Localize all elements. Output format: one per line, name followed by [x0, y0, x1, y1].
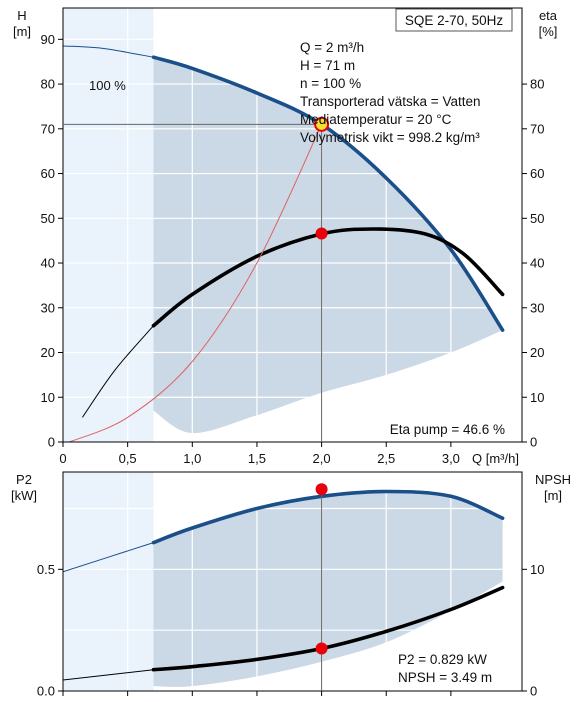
- system-curve: [69, 124, 323, 442]
- y-right-tick-label: 60: [530, 166, 544, 181]
- chart-title-box: [395, 8, 513, 32]
- lower-markers: [315, 483, 328, 691]
- curve-h-extension: [63, 45, 154, 58]
- y-right-tick-label: 40: [530, 256, 544, 271]
- y-left-tick-label: 0: [48, 435, 55, 450]
- x-tick-label: 1,5: [248, 451, 266, 466]
- npsh-axis-label: NPSH: [535, 472, 571, 487]
- x-tick-label: 0: [59, 451, 66, 466]
- lower-info-bg: [392, 649, 508, 687]
- upper-curves: [63, 45, 505, 442]
- lower-plot-frame: [62, 471, 523, 692]
- x-tick-label: 3,0: [442, 451, 460, 466]
- eta-axis-label: eta: [539, 8, 558, 23]
- info-line-npsh: NPSH = 3.49 m: [398, 670, 492, 685]
- y-right-tick-label: 70: [530, 121, 544, 136]
- p2-axis-label: P2: [16, 472, 32, 487]
- h-duty-marker: [314, 116, 330, 132]
- y-right-tick-label: 80: [530, 77, 544, 92]
- eta-axis-unit: [%]: [539, 24, 558, 39]
- y-left-tick-label: 30: [41, 300, 55, 315]
- x-tick-label: 2,0: [313, 451, 331, 466]
- x-tick-label: 1,0: [183, 451, 201, 466]
- y-left-tick-label: 10: [41, 390, 55, 405]
- y-right-tick-label: 10: [530, 390, 544, 405]
- npsh-axis-unit: [m]: [544, 488, 562, 503]
- duty-info-box: Q = 2 m³/h H = 71 m n = 100 % Transporte…: [300, 40, 480, 145]
- y-right-tick-label: 30: [530, 300, 544, 315]
- eta-duty-marker: [315, 227, 328, 240]
- y-right-tick-label: 0: [530, 435, 537, 450]
- y-left-tick-label: 60: [41, 166, 55, 181]
- y-right-tick-label: 0: [530, 684, 537, 699]
- operating-area: [153, 491, 503, 687]
- upper-markers: [63, 116, 330, 442]
- y-right-tick-label: 50: [530, 211, 544, 226]
- upper-shading: [63, 8, 503, 442]
- info-line-h: H = 71 m: [300, 58, 355, 73]
- unoperated-range-band: [63, 8, 154, 442]
- info-line-q: Q = 2 m³/h: [300, 40, 364, 55]
- curve-npsh-extension: [63, 669, 154, 681]
- operating-area: [153, 57, 503, 434]
- y-left-tick-label: 70: [41, 121, 55, 136]
- curve-p2-extension: [63, 542, 154, 573]
- curve-h: [151, 55, 505, 332]
- y-left-tick-label: 40: [41, 256, 55, 271]
- x-tick-label: 2,5: [377, 451, 395, 466]
- y-right-tick-label: 10: [530, 562, 544, 577]
- y-right-tick-label: 20: [530, 345, 544, 360]
- x-axis-label: Q [m³/h]: [472, 451, 519, 466]
- upper-ticks: 0 10 20 30 40 50 60 70 80 90 0 10 20 30 40 50 60 70 80 0 0,5…: [41, 32, 545, 466]
- lower-ticks: 0.0 0.5 0 10: [37, 562, 545, 699]
- p2-duty-marker: [315, 483, 328, 496]
- curve-speed-label: 100 %: [89, 78, 126, 93]
- x-tick-label: 0,5: [119, 451, 137, 466]
- npsh-duty-marker: [315, 642, 328, 655]
- info-line-n: n = 100 %: [300, 76, 361, 91]
- unoperated-range-band: [63, 472, 154, 691]
- y-left-tick-label: 80: [41, 77, 55, 92]
- upper-plot-frame: [62, 7, 523, 443]
- info-line-p2: P2 = 0.829 kW: [398, 652, 487, 667]
- info-line-liquid: Transporterad vätska = Vatten: [300, 94, 480, 109]
- info-line-density: Volymetrisk vikt = 998.2 kg/m³: [300, 130, 480, 145]
- y-left-tick-label: 0.5: [37, 562, 55, 577]
- eta-pump-label: Eta pump = 46.6 %: [390, 422, 505, 437]
- y-left-tick-label: 0.0: [37, 684, 55, 699]
- h-axis-unit: [m]: [13, 24, 31, 39]
- curve-eta: [151, 227, 505, 328]
- eta-label-bg: [372, 419, 508, 438]
- chart-title: SQE 2-70, 50Hz: [405, 13, 504, 28]
- h-axis-label: H: [17, 8, 26, 23]
- y-left-tick-label: 50: [41, 211, 55, 226]
- curve-eta-extension: [81, 325, 154, 418]
- p2-axis-unit: [kW]: [11, 488, 37, 503]
- y-left-tick-label: 20: [41, 345, 55, 360]
- info-line-temperature: Mediatemperatur = 20 °C: [300, 112, 452, 127]
- y-left-tick-label: 90: [41, 32, 55, 47]
